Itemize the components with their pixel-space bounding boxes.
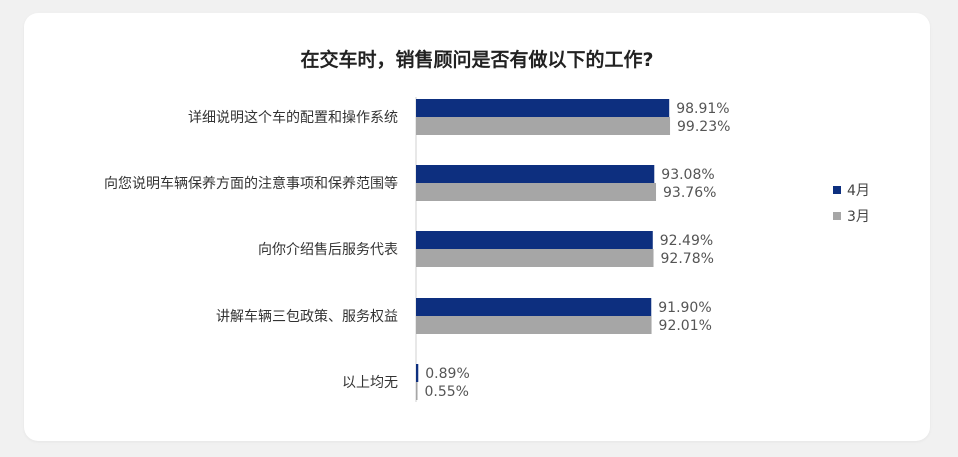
legend-swatch xyxy=(833,212,841,220)
legend-label: 4月 xyxy=(847,183,870,199)
legend-swatch xyxy=(833,186,841,194)
data-label: 93.76% xyxy=(663,185,716,201)
data-label: 91.90% xyxy=(658,300,711,316)
data-label: 99.23% xyxy=(677,119,730,135)
bar-series-2 xyxy=(416,117,671,135)
category-label: 以上均无 xyxy=(342,375,398,391)
chart-title: 在交车时，销售顾问是否有做以下的工作? xyxy=(300,49,654,71)
bar-series-2 xyxy=(416,316,652,334)
bar-series-2 xyxy=(416,382,418,400)
bar-series-1 xyxy=(416,364,419,382)
bar-series-1 xyxy=(416,165,655,183)
category-label: 讲解车辆三包政策、服务权益 xyxy=(216,308,398,325)
bar-series-2 xyxy=(416,183,657,201)
category-label: 向您说明车辆保养方面的注意事项和保养范围等 xyxy=(104,175,398,192)
chart-card xyxy=(24,13,930,441)
data-label: 92.49% xyxy=(660,233,713,249)
data-label: 0.55% xyxy=(425,384,469,400)
bar-series-1 xyxy=(416,99,670,117)
data-label: 0.89% xyxy=(425,366,469,382)
category-label: 详细说明这个车的配置和操作系统 xyxy=(188,109,398,126)
data-label: 93.08% xyxy=(661,167,714,183)
data-label: 92.01% xyxy=(659,318,712,334)
legend-label: 3月 xyxy=(847,209,870,225)
data-label: 92.78% xyxy=(661,251,714,267)
data-label: 98.91% xyxy=(676,101,729,117)
bar-series-2 xyxy=(416,249,654,267)
bar-series-1 xyxy=(416,298,652,316)
bar-series-1 xyxy=(416,231,653,249)
category-label: 向你介绍售后服务代表 xyxy=(258,242,398,258)
